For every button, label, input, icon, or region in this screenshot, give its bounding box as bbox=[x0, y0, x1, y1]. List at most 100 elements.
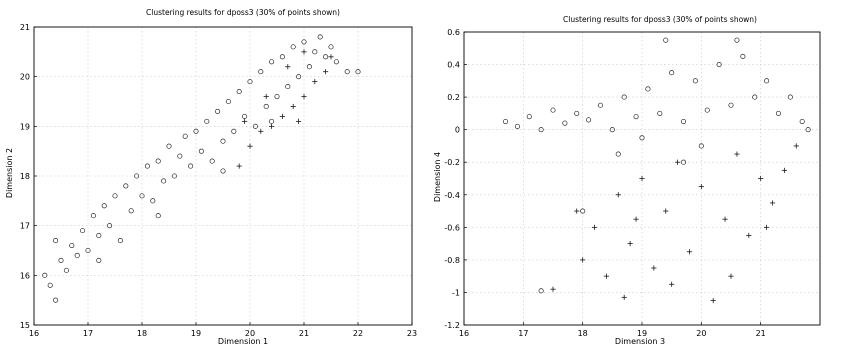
data-point-circle bbox=[209, 158, 215, 164]
data-point-plus bbox=[242, 118, 248, 124]
y-tick-label-left: 20 bbox=[20, 73, 30, 82]
data-point-circle bbox=[274, 93, 280, 100]
y-tick-label-left: 18 bbox=[20, 172, 30, 181]
data-point-circle bbox=[269, 118, 275, 124]
data-point-circle bbox=[263, 103, 269, 110]
data-point-plus bbox=[285, 64, 291, 70]
data-point-circle bbox=[155, 213, 161, 219]
data-point-circle bbox=[69, 242, 75, 249]
data-point-plus bbox=[669, 281, 675, 287]
data-point-circle bbox=[193, 128, 199, 134]
data-point-circle bbox=[204, 118, 210, 124]
data-point-circle bbox=[123, 183, 129, 189]
data-point-circle bbox=[312, 49, 318, 55]
data-point-circle bbox=[609, 127, 615, 133]
data-point-circle bbox=[90, 213, 96, 219]
data-point-circle bbox=[42, 272, 48, 278]
data-point-circle bbox=[296, 74, 302, 80]
data-point-circle bbox=[787, 94, 793, 100]
y-tick-label-left: 21 bbox=[20, 23, 30, 32]
data-point-circle bbox=[96, 257, 102, 263]
y-tick-label-right: -0.4 bbox=[444, 191, 460, 200]
chart-title-right: Clustering results for dposs3 (30% of po… bbox=[563, 15, 757, 24]
data-point-circle bbox=[85, 247, 91, 254]
data-point-plus bbox=[574, 208, 580, 214]
data-point-circle bbox=[716, 62, 722, 68]
y-tick-label-right: -0.6 bbox=[444, 223, 460, 232]
data-point-circle bbox=[775, 110, 782, 116]
data-point-circle bbox=[333, 59, 339, 65]
data-point-circle bbox=[53, 238, 59, 244]
data-point-circle bbox=[247, 79, 253, 85]
data-point-circle bbox=[799, 118, 805, 125]
x-tick-label-left: 16 bbox=[29, 329, 39, 338]
data-point-circle bbox=[107, 223, 113, 229]
data-point-circle bbox=[734, 37, 740, 43]
data-point-plus bbox=[663, 208, 669, 214]
data-point-plus bbox=[633, 216, 639, 222]
data-point-plus bbox=[793, 143, 799, 149]
data-point-plus bbox=[769, 200, 776, 206]
data-point-circle bbox=[538, 288, 544, 294]
y-tick-label-left: 16 bbox=[20, 271, 30, 280]
y-tick-label-right: 0.4 bbox=[447, 61, 460, 70]
data-point-circle bbox=[182, 133, 188, 139]
data-point-circle bbox=[669, 70, 675, 76]
data-point-circle bbox=[198, 148, 204, 154]
data-point-circle bbox=[704, 107, 710, 113]
data-point-circle bbox=[225, 98, 231, 105]
data-point-circle bbox=[680, 159, 687, 165]
data-point-circle bbox=[96, 233, 102, 239]
data-point-circle bbox=[562, 120, 568, 126]
data-point-circle bbox=[728, 102, 734, 108]
data-point-plus bbox=[734, 151, 740, 157]
x-tick-label-left: 18 bbox=[137, 329, 147, 338]
chart-title-left: Clustering results for dposs3 (30% of po… bbox=[146, 8, 340, 17]
data-point-circle bbox=[161, 178, 167, 184]
data-point-plus bbox=[698, 184, 704, 190]
data-point-circle bbox=[220, 138, 226, 144]
data-point-circle bbox=[144, 163, 150, 169]
scatter-panel-dimension-3-vs-4: Clustering results for dposs3 (30% of po… bbox=[433, 15, 821, 346]
data-point-circle bbox=[177, 153, 183, 159]
data-point-plus bbox=[603, 273, 609, 279]
data-point-circle bbox=[323, 54, 329, 60]
data-point-circle bbox=[74, 252, 80, 259]
x-tick-label-left: 23 bbox=[407, 329, 417, 338]
data-point-circle bbox=[166, 143, 172, 149]
y-axis-label-right: Dimension 4 bbox=[433, 152, 442, 202]
data-point-circle bbox=[615, 151, 621, 157]
data-point-plus bbox=[301, 49, 307, 55]
x-tick-label-right: 18 bbox=[578, 329, 588, 338]
x-tick-label-right: 21 bbox=[756, 329, 766, 338]
data-point-circle bbox=[574, 110, 580, 116]
data-point-circle bbox=[258, 69, 264, 75]
data-point-circle bbox=[657, 110, 663, 116]
data-point-circle bbox=[680, 118, 687, 125]
data-point-plus bbox=[236, 163, 242, 169]
data-point-plus bbox=[746, 232, 752, 239]
data-point-circle bbox=[344, 69, 350, 75]
data-point-circle bbox=[580, 208, 586, 214]
x-tick-label-left: 20 bbox=[245, 329, 255, 338]
data-point-circle bbox=[139, 193, 145, 199]
data-point-circle bbox=[171, 173, 177, 179]
data-point-circle bbox=[220, 168, 226, 174]
data-point-circle bbox=[117, 238, 123, 244]
data-point-plus bbox=[675, 159, 681, 165]
data-point-plus bbox=[764, 224, 770, 230]
data-point-plus bbox=[290, 103, 296, 110]
data-point-plus bbox=[263, 93, 269, 100]
data-point-plus bbox=[323, 69, 329, 75]
x-tick-label-right: 19 bbox=[637, 329, 647, 338]
data-point-circle bbox=[597, 102, 604, 108]
data-point-circle bbox=[101, 203, 107, 209]
y-axis-label-left: Dimension 2 bbox=[5, 148, 14, 198]
data-point-plus bbox=[615, 192, 621, 198]
x-tick-label-left: 21 bbox=[299, 329, 309, 338]
data-point-circle bbox=[538, 127, 544, 133]
y-tick-label-left: 19 bbox=[20, 122, 30, 131]
data-point-circle bbox=[502, 118, 509, 125]
data-point-circle bbox=[526, 114, 532, 120]
